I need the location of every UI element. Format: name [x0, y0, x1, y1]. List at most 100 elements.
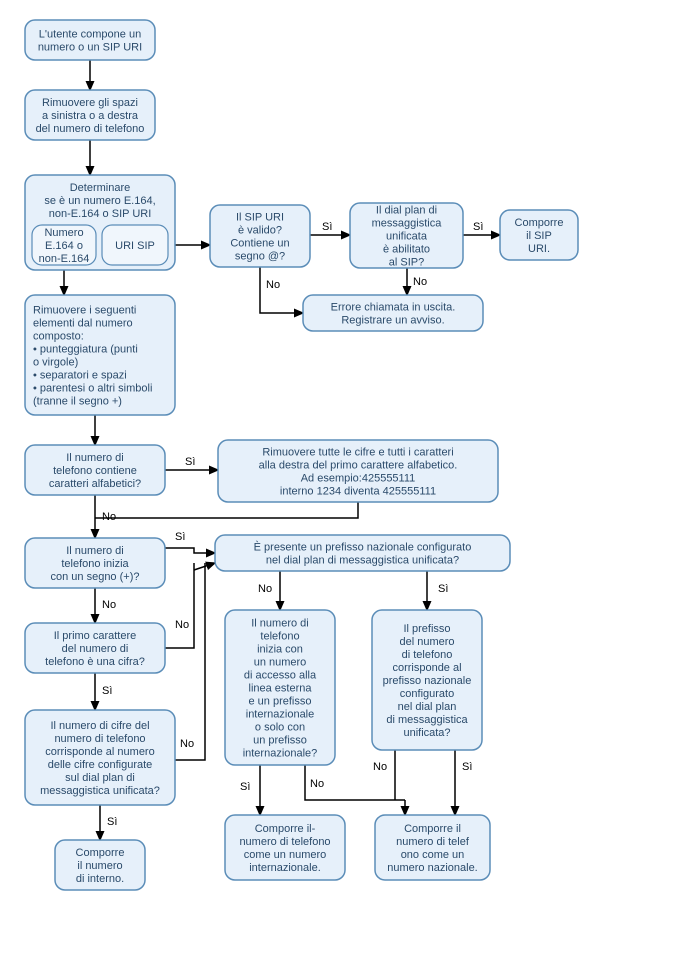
node-text: numero di telef [396, 836, 470, 848]
node-text: con un segno (+)? [51, 571, 140, 583]
node-text: URI SIP [115, 240, 155, 252]
node-text: non-E.164 o SIP URI [49, 208, 152, 220]
edge-label: Sì [438, 583, 448, 595]
node-text: numero nazionale. [387, 862, 478, 874]
node-text: linea esterna [249, 683, 313, 695]
node-text: e un prefisso [249, 696, 312, 708]
node-text: nel dial plan di messaggistica unificata… [266, 555, 459, 567]
flow-edge [165, 563, 194, 648]
node-text: sul dial plan di [65, 772, 135, 784]
node-text: Contiene un [230, 238, 289, 250]
node-text: L'utente compone un [39, 29, 141, 41]
edge-label: No [373, 761, 387, 773]
node-text: Comporre [515, 217, 564, 229]
node-text: Il prefisso [403, 623, 450, 635]
node-text: Comporre [76, 847, 125, 859]
edge-label: Sì [185, 456, 195, 468]
node-text: • separatori e spazi [33, 370, 127, 382]
node-text: Il dial plan di [376, 205, 437, 217]
flow-edge [95, 502, 358, 518]
edge-label: No [258, 583, 272, 595]
node-text: del numero di telefono [36, 123, 145, 135]
edge-label: No [180, 738, 194, 750]
node-text: Il numero di [251, 618, 308, 630]
edge-label: No [175, 619, 189, 631]
node-text: Il primo carattere [54, 630, 137, 642]
edge-label: No [102, 599, 116, 611]
node-text: numero o un SIP URI [38, 42, 142, 54]
node-text: URI. [528, 243, 550, 255]
node-text: Il numero di [66, 452, 123, 464]
node-text: un numero [254, 657, 307, 669]
node-text: internazionale [246, 709, 315, 721]
node-text: unificata? [403, 727, 450, 739]
node-text: un prefisso [253, 735, 307, 747]
edge-label: Sì [473, 221, 483, 233]
node-text: corrisponde al [392, 662, 461, 674]
node-text: • parentesi o altri simboli [33, 383, 152, 395]
edge-label: Sì [102, 685, 112, 697]
node-text: del numero di [62, 643, 129, 655]
node-text: inizia con [257, 644, 303, 656]
node-text: di accesso alla [244, 670, 317, 682]
node-text: telefono inizia [61, 558, 129, 570]
node-text: alla destra del primo carattere alfabeti… [259, 460, 458, 472]
node-text: Rimuovere i seguenti [33, 305, 136, 317]
node-text: del numero [399, 636, 454, 648]
node-text: non-E.164 [39, 253, 90, 265]
node-text: Registrare un avviso. [341, 315, 444, 327]
node-text: nel dial plan [398, 701, 457, 713]
node-text: il numero [77, 860, 122, 872]
node-text: al SIP? [389, 257, 424, 269]
node-text: prefisso nazionale [383, 675, 472, 687]
node-text: Rimuovere tutte le cifre e tutti i carat… [262, 447, 453, 459]
node-text: il SIP [526, 230, 552, 242]
edge-label: Sì [322, 221, 332, 233]
flow-edge [165, 548, 215, 553]
edge-label: No [310, 778, 324, 790]
edge-label: Sì [462, 761, 472, 773]
node-text: Numero [44, 227, 83, 239]
edge-label: No [102, 511, 116, 523]
node-text: se è un numero E.164, [44, 195, 155, 207]
node-text: o solo con [255, 722, 305, 734]
node-text: messaggistica [372, 218, 443, 230]
edge-label: No [413, 276, 427, 288]
edge-label: Sì [240, 781, 250, 793]
node-text: di messaggistica [386, 714, 468, 726]
node-text: composto: [33, 331, 84, 343]
node-text: Comporre il- [255, 823, 316, 835]
node-text: interno 1234 diventa 425555111 [280, 486, 436, 498]
node-text: elementi dal numero [33, 318, 133, 330]
node-text: Ad esempio:425555111 [301, 473, 416, 485]
node-text: telefono è una cifra? [45, 656, 145, 668]
node-text: ono come un [401, 849, 465, 861]
node-text: delle cifre configurate [48, 759, 153, 771]
node-text: segno @? [235, 251, 285, 263]
node-text: Errore chiamata in uscita. [331, 302, 456, 314]
node-text: Rimuovere gli spazi [42, 97, 138, 109]
edge-label: Sì [107, 816, 117, 828]
node-text: di interno. [76, 873, 124, 885]
edge-label: Sì [175, 531, 185, 543]
node-text: telefono [260, 631, 299, 643]
node-text: Comporre il [404, 823, 461, 835]
node-text: internazionale? [243, 748, 318, 760]
node-text: • punteggiatura (punti [33, 344, 138, 356]
node-text: caratteri alfabetici? [49, 478, 141, 490]
node-text: unificata [386, 231, 428, 243]
node-text: o virgole) [33, 357, 78, 369]
node-text: È presente un prefisso nazionale configu… [254, 541, 472, 554]
node-text: E.164 o [45, 240, 83, 252]
node-text: è valido? [238, 225, 282, 237]
node-text: di telefono [402, 649, 453, 661]
edge-label: No [266, 279, 280, 291]
node-text: numero di telefono [54, 733, 145, 745]
node-text: (tranne il segno +) [33, 396, 122, 408]
flow-edge [175, 563, 205, 760]
node-text: internazionale. [249, 862, 321, 874]
node-text: come un numero [244, 849, 327, 861]
node-text: Determinare [70, 182, 131, 194]
node-text: configurato [400, 688, 454, 700]
node-text: telefono contiene [53, 465, 137, 477]
